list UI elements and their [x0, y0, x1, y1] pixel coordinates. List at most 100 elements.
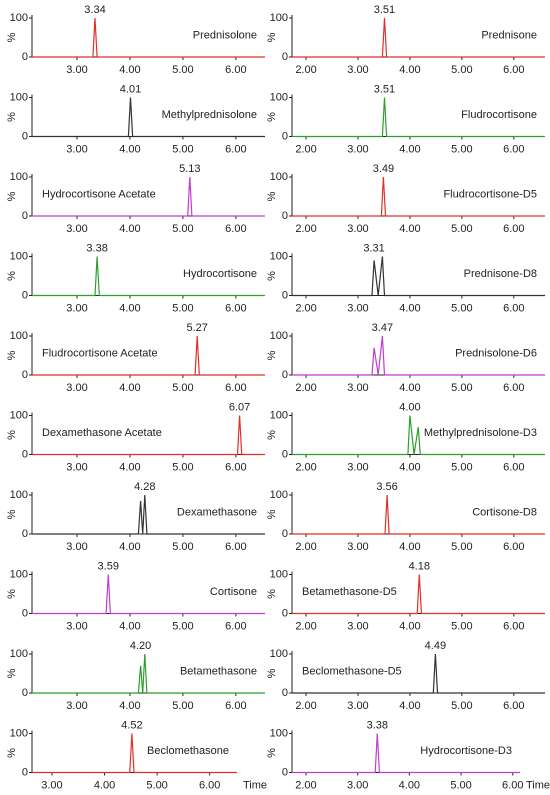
x-tick-label: 4.00	[399, 620, 420, 632]
y-tick-label: 0	[22, 130, 28, 142]
compound-name: Betamethasone	[180, 665, 257, 677]
y-tick-label: 100	[10, 648, 28, 660]
x-tick-label: 3.00	[66, 302, 87, 314]
peak-label: 3.59	[98, 560, 119, 572]
y-axis-label: %	[266, 668, 278, 678]
x-tick-label: 4.00	[399, 700, 420, 712]
y-tick-label: 100	[10, 568, 28, 580]
y-tick-label: 0	[22, 51, 28, 63]
y-tick-label: 100	[10, 489, 28, 501]
compound-name: Prednisolone-D6	[455, 347, 537, 359]
y-axis-label: %	[6, 668, 18, 678]
y-tick-label: 0	[282, 130, 288, 142]
y-axis-label: %	[6, 191, 18, 201]
x-tick-label: 3.00	[347, 461, 368, 473]
y-axis-label: %	[6, 430, 18, 440]
y-tick-label: 100	[270, 489, 288, 501]
y-tick-label: 0	[22, 289, 28, 301]
chromatogram-trace	[32, 176, 265, 217]
y-tick-label: 100	[270, 171, 288, 183]
x-tick-label: 3.00	[66, 620, 87, 632]
x-tick-label: 6.00	[225, 223, 246, 235]
chromatogram-trace	[292, 97, 545, 138]
x-tick-label: 6.00	[225, 143, 246, 155]
x-tick-label: 6.00	[503, 64, 524, 76]
x-tick-label: 4.00	[94, 779, 115, 791]
x-tick-label: 5.00	[451, 382, 472, 394]
y-tick-label: 0	[282, 51, 288, 63]
x-tick-label: 3.00	[66, 223, 87, 235]
compound-name: Fludrocortisone	[461, 109, 537, 121]
compound-name: Dexamethasone	[177, 506, 257, 518]
x-tick-label: 2.00	[295, 302, 316, 314]
x-tick-label: 5.00	[172, 143, 193, 155]
x-tick-label: 3.00	[66, 143, 87, 155]
x-tick-label: 6.00	[503, 302, 524, 314]
y-tick-label: 0	[22, 528, 28, 540]
x-tick-label: 5.00	[172, 302, 193, 314]
y-tick-label: 0	[22, 448, 28, 460]
compound-name: Fludrocortisone-D5	[443, 188, 537, 200]
compound-name: Prednisone-D8	[464, 268, 537, 280]
y-tick-label: 0	[282, 528, 288, 540]
x-tick-label: 3.00	[347, 382, 368, 394]
chromatogram-trace	[32, 256, 265, 297]
compound-name: Dexamethasone Acetate	[42, 427, 162, 439]
peak-label: 5.13	[179, 163, 200, 175]
x-axis-label: Time	[526, 779, 550, 791]
y-tick-label: 100	[10, 727, 28, 739]
x-tick-label: 5.00	[172, 382, 193, 394]
y-tick-label: 0	[282, 210, 288, 222]
chromatogram-trace	[292, 17, 545, 58]
peak-label: 3.56	[376, 481, 397, 493]
compound-name: Hydrocortisone-D3	[420, 745, 512, 757]
x-tick-label: 5.00	[451, 143, 472, 155]
x-tick-label: 4.00	[399, 64, 420, 76]
x-tick-label: 6.00	[225, 700, 246, 712]
y-axis-label: %	[266, 748, 278, 758]
y-axis-label: %	[266, 509, 278, 519]
x-tick-label: 2.00	[295, 461, 316, 473]
y-axis-label: %	[266, 350, 278, 360]
chromatogram-trace	[292, 176, 545, 217]
y-axis-label: %	[266, 32, 278, 42]
compound-name: Beclomethasone-D5	[302, 665, 402, 677]
chromatogram-trace	[32, 17, 265, 58]
y-tick-label: 100	[270, 568, 288, 580]
y-tick-label: 100	[270, 727, 288, 739]
x-tick-label: 3.00	[66, 541, 87, 553]
y-tick-label: 100	[10, 91, 28, 103]
x-tick-label: 4.00	[399, 143, 420, 155]
x-tick-label: 4.00	[119, 223, 140, 235]
x-tick-label: 4.00	[119, 143, 140, 155]
x-tick-label: 3.00	[41, 779, 62, 791]
chromatogram-trace	[292, 335, 545, 376]
y-tick-label: 0	[22, 210, 28, 222]
x-tick-label: 6.00	[503, 620, 524, 632]
x-tick-label: 6.00	[225, 382, 246, 394]
y-tick-label: 100	[10, 250, 28, 262]
chromatogram-trace	[32, 653, 265, 694]
x-tick-label: 5.00	[172, 620, 193, 632]
compound-name: Fludrocortisone Acetate	[42, 347, 158, 359]
chromatogram-trace	[292, 256, 545, 297]
y-axis-label: %	[6, 271, 18, 281]
y-axis-label: %	[6, 350, 18, 360]
y-tick-label: 100	[10, 330, 28, 342]
peak-label: 4.28	[134, 481, 155, 493]
y-tick-label: 100	[10, 409, 28, 421]
x-tick-label: 4.00	[399, 223, 420, 235]
y-tick-label: 100	[270, 330, 288, 342]
compound-name: Cortisone	[210, 586, 257, 598]
y-tick-label: 100	[270, 648, 288, 660]
y-tick-label: 100	[270, 91, 288, 103]
y-tick-label: 100	[10, 171, 28, 183]
x-tick-label: 5.00	[451, 302, 472, 314]
x-axis-label: Time	[243, 779, 267, 791]
peak-label: 4.01	[120, 83, 141, 95]
x-tick-label: 2.00	[295, 382, 316, 394]
x-tick-label: 3.00	[66, 64, 87, 76]
x-tick-label: 5.00	[451, 541, 472, 553]
x-tick-label: 3.00	[66, 700, 87, 712]
